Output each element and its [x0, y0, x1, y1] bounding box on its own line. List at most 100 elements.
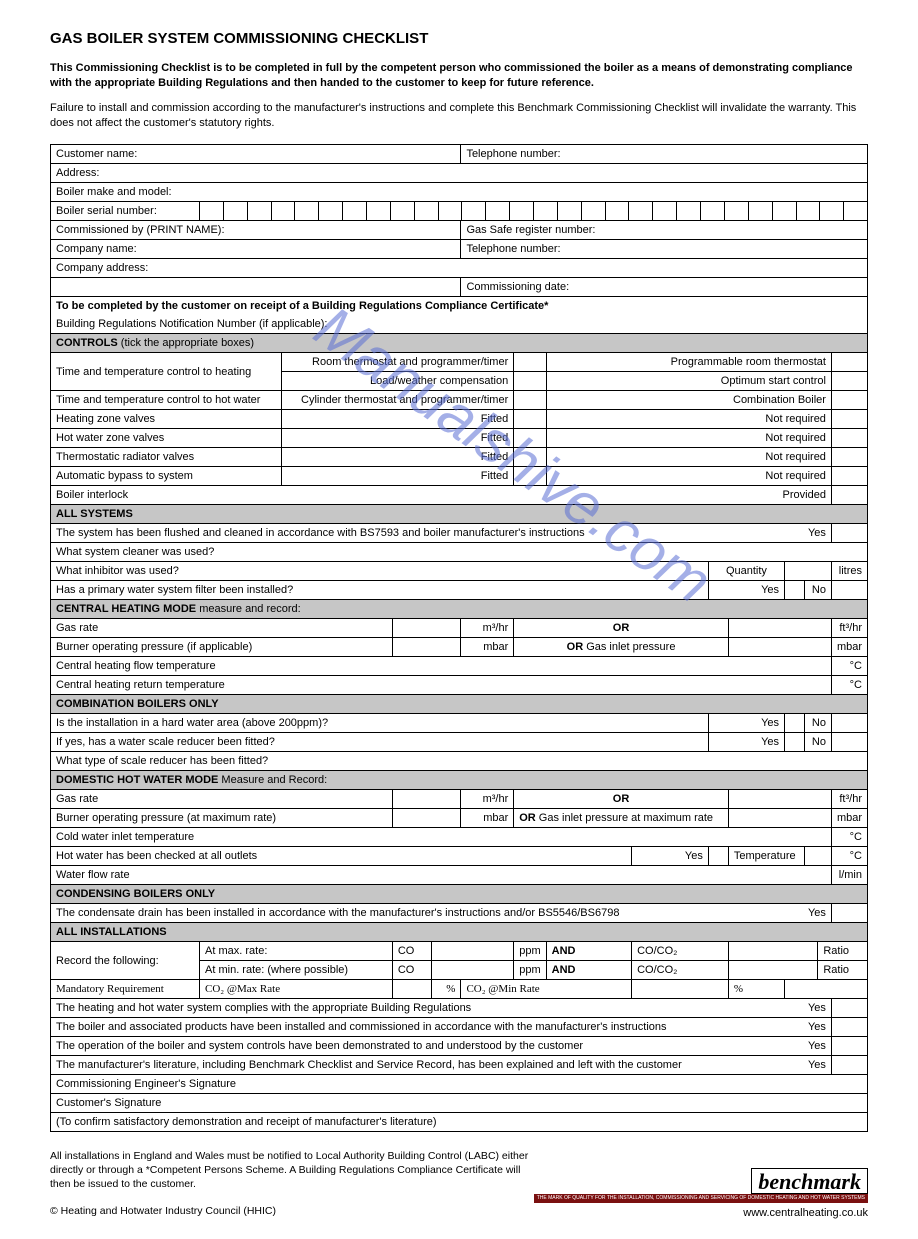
input-gas-rate-m3[interactable]: [392, 619, 461, 638]
checkbox[interactable]: [785, 733, 805, 752]
input[interactable]: [728, 961, 817, 980]
checkbox[interactable]: [831, 904, 867, 923]
input-inlet[interactable]: [728, 638, 831, 657]
checkbox[interactable]: [514, 353, 546, 372]
label-cleaner[interactable]: What system cleaner was used?: [51, 543, 868, 562]
label-max-rate: At max. rate:: [200, 942, 393, 961]
checkbox[interactable]: [831, 410, 867, 429]
label-make-model[interactable]: Boiler make and model:: [51, 183, 868, 202]
checkbox[interactable]: [831, 581, 867, 600]
input-burner[interactable]: [392, 638, 461, 657]
unit-ft3hr: ft³/hr: [831, 619, 867, 638]
benchmark-logo-block: benchmark THE MARK OF QUALITY FOR THE IN…: [534, 1168, 868, 1219]
checkbox[interactable]: [514, 429, 546, 448]
checkbox[interactable]: [514, 410, 546, 429]
label-telephone[interactable]: Telephone number:: [461, 145, 868, 164]
label-building-regs-2[interactable]: Building Regulations Notification Number…: [51, 315, 868, 334]
label-gas-safe[interactable]: Gas Safe register number:: [461, 221, 868, 240]
checkbox[interactable]: [831, 1018, 867, 1037]
label-flow-rate[interactable]: Water flow rate: [51, 866, 832, 885]
checkbox[interactable]: [831, 1056, 867, 1075]
section-controls: CONTROLS (tick the appropriate boxes): [51, 334, 868, 353]
opt-yes: Yes: [708, 733, 784, 752]
opt-yes: Yes: [708, 581, 784, 600]
unit-lmin: l/min: [831, 866, 867, 885]
footer-url: www.centralheating.co.uk: [534, 1207, 868, 1219]
input[interactable]: [728, 809, 831, 828]
label-or-inlet: OR Gas inlet pressure: [514, 638, 729, 657]
unit-m3hr: m³/hr: [461, 790, 514, 809]
label-cold-inlet[interactable]: Cold water inlet temperature: [51, 828, 832, 847]
label-telephone-2[interactable]: Telephone number:: [461, 240, 868, 259]
label-coco2: CO/CO₂: [632, 961, 729, 980]
serial-boxes[interactable]: [200, 202, 868, 221]
opt-fitted: Fitted: [281, 448, 513, 467]
label-flow-temp[interactable]: Central heating flow temperature: [51, 657, 832, 676]
label-cust-sig[interactable]: Customer's Signature: [51, 1094, 868, 1113]
checkbox[interactable]: [831, 429, 867, 448]
benchmark-logo: benchmark: [751, 1168, 868, 1194]
label-and: AND: [546, 942, 631, 961]
label-installed: The boiler and associated products have …: [51, 1018, 832, 1037]
page-title: GAS BOILER SYSTEM COMMISSIONING CHECKLIS…: [50, 30, 868, 47]
opt-no: No: [805, 581, 832, 600]
unit-c: °C: [831, 676, 867, 695]
checkbox[interactable]: [831, 467, 867, 486]
opt-cylinder: Cylinder thermostat and programmer/timer: [281, 391, 513, 410]
label-hwzv: Hot water zone valves: [51, 429, 282, 448]
input[interactable]: [392, 809, 461, 828]
label-eng-sig[interactable]: Commissioning Engineer's Signature: [51, 1075, 868, 1094]
input[interactable]: [805, 847, 832, 866]
label-min-rate: At min. rate: (where possible): [200, 961, 393, 980]
intro-paragraph-1: This Commissioning Checklist is to be co…: [50, 61, 868, 91]
input-quantity[interactable]: [785, 562, 832, 581]
label-hzv: Heating zone valves: [51, 410, 282, 429]
checkbox[interactable]: [514, 372, 546, 391]
label-customer-name[interactable]: Customer name:: [51, 145, 461, 164]
input[interactable]: [728, 790, 831, 809]
checkbox[interactable]: [831, 999, 867, 1018]
input[interactable]: [728, 942, 817, 961]
input[interactable]: [632, 980, 729, 999]
section-condensing: CONDENSING BOILERS ONLY: [51, 885, 868, 904]
label-address[interactable]: Address:: [51, 164, 868, 183]
label-burner-max: Burner operating pressure (at maximum ra…: [51, 809, 393, 828]
opt-fitted: Fitted: [281, 410, 513, 429]
checkbox[interactable]: [708, 847, 728, 866]
checkbox[interactable]: [514, 391, 546, 410]
checkbox[interactable]: [831, 372, 867, 391]
checkbox[interactable]: [831, 524, 867, 543]
checkbox[interactable]: [514, 448, 546, 467]
label-scale-type[interactable]: What type of scale reducer has been fitt…: [51, 752, 868, 771]
label-hard-water: Is the installation in a hard water area…: [51, 714, 709, 733]
input-gas-rate-ft3[interactable]: [728, 619, 831, 638]
checkbox[interactable]: [785, 581, 805, 600]
label-hot-checked: Hot water has been checked at all outlet…: [51, 847, 632, 866]
checkbox[interactable]: [831, 391, 867, 410]
label-inhibitor[interactable]: What inhibitor was used?: [51, 562, 709, 581]
checkbox[interactable]: [831, 733, 867, 752]
checkbox[interactable]: [785, 714, 805, 733]
input[interactable]: [392, 790, 461, 809]
section-all-systems: ALL SYSTEMS: [51, 505, 868, 524]
label-company-name[interactable]: Company name:: [51, 240, 461, 259]
checkbox[interactable]: [514, 467, 546, 486]
input[interactable]: [432, 942, 514, 961]
label-commissioning-date[interactable]: Commissioning date:: [461, 278, 868, 297]
checkbox[interactable]: [831, 353, 867, 372]
label-commissioned-by[interactable]: Commissioned by (PRINT NAME):: [51, 221, 461, 240]
input[interactable]: [432, 961, 514, 980]
label-heating-control: Time and temperature control to heating: [51, 353, 282, 391]
label-flushed: The system has been flushed and cleaned …: [51, 524, 832, 543]
checkbox[interactable]: [831, 486, 867, 505]
label-ratio: Ratio: [818, 942, 868, 961]
label-mandatory: Mandatory Requirement: [51, 980, 200, 999]
input[interactable]: [392, 980, 432, 999]
checkbox[interactable]: [831, 1037, 867, 1056]
checkbox[interactable]: [831, 714, 867, 733]
label-quantity: Quantity: [708, 562, 784, 581]
label-company-address[interactable]: Company address:: [51, 259, 868, 278]
label-return-temp[interactable]: Central heating return temperature: [51, 676, 832, 695]
opt-no: No: [805, 733, 832, 752]
checkbox[interactable]: [831, 448, 867, 467]
